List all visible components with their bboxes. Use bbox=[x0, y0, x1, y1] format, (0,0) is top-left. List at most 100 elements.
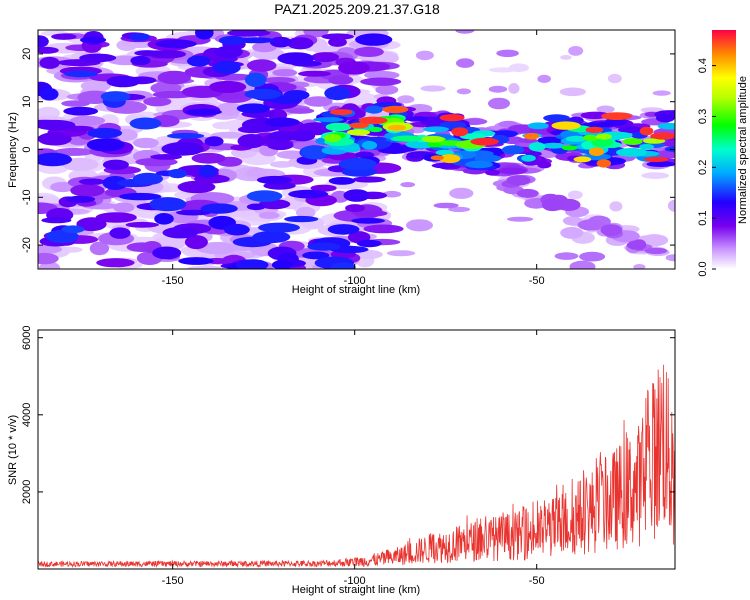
heatmap-cell bbox=[485, 169, 500, 176]
heatmap-y-axis-label: Frequency (Hz) bbox=[7, 112, 19, 188]
x-tick-label: -50 bbox=[529, 575, 545, 587]
heatmap-cell bbox=[168, 168, 187, 179]
heatmap-cell bbox=[177, 180, 216, 194]
heatmap-cell bbox=[166, 132, 205, 139]
heatmap-cell bbox=[528, 142, 546, 152]
heatmap-cell bbox=[244, 72, 267, 88]
heatmap-cell bbox=[646, 161, 675, 167]
heatmap-cell bbox=[577, 219, 605, 231]
heatmap-cell bbox=[601, 112, 633, 120]
heatmap-cell bbox=[382, 190, 402, 198]
heatmap-cell bbox=[64, 70, 98, 78]
snr-frame bbox=[37, 329, 676, 570]
heatmap-cell bbox=[63, 106, 99, 116]
heatmap-cell bbox=[246, 203, 266, 211]
heatmap-cell bbox=[397, 95, 415, 104]
heatmap-cell bbox=[61, 100, 90, 107]
snr-y-axis: 2000 4000 6000 bbox=[21, 325, 675, 504]
heatmap-cell bbox=[363, 224, 404, 234]
heatmap-cell bbox=[591, 137, 614, 148]
heatmap-cell bbox=[400, 182, 416, 188]
heatmap-cell bbox=[449, 187, 474, 199]
heatmap-cell bbox=[656, 113, 675, 123]
heatmap-cell bbox=[506, 216, 534, 222]
heatmap-cell bbox=[289, 130, 316, 142]
heatmap-cell bbox=[420, 85, 446, 92]
heatmap-x-axis: -150 -100 -50 bbox=[162, 30, 545, 287]
heatmap-cell bbox=[501, 145, 525, 155]
heatmap-cell bbox=[277, 52, 315, 65]
heatmap-cell bbox=[89, 241, 110, 256]
heatmap-cell bbox=[421, 135, 445, 143]
heatmap-cell bbox=[439, 114, 465, 122]
heatmap-cell bbox=[38, 244, 63, 255]
heatmap-cell bbox=[96, 258, 135, 268]
heatmap-cell bbox=[252, 42, 277, 53]
heatmap-cell bbox=[667, 199, 675, 212]
heatmap-cell bbox=[665, 254, 675, 262]
heatmap-cell bbox=[562, 216, 583, 226]
colorbar-tick-label: 0.4 bbox=[697, 58, 709, 73]
heatmap-cell bbox=[286, 37, 314, 50]
heatmap-cell bbox=[633, 264, 646, 269]
heatmap-cell bbox=[65, 195, 96, 203]
heatmap-cell bbox=[70, 115, 106, 126]
heatmap-cell bbox=[640, 107, 664, 113]
colorbar-tick-label: 0.2 bbox=[697, 160, 709, 175]
snr-y-axis-label: SNR (10 * v/v) bbox=[7, 415, 19, 485]
heatmap-cell bbox=[365, 105, 383, 114]
heatmap-cell bbox=[227, 30, 271, 37]
heatmap-cell bbox=[508, 63, 529, 72]
heatmap-cell bbox=[218, 35, 246, 46]
heatmap-cell bbox=[38, 195, 60, 205]
colorbar: 0.0 0.1 0.2 0.3 0.4 Normalized spectral ampl… bbox=[697, 30, 749, 277]
heatmap-cell bbox=[38, 152, 72, 167]
heatmap-cell bbox=[325, 122, 352, 132]
heatmap-cell bbox=[560, 227, 584, 239]
heatmap-cell bbox=[328, 37, 347, 47]
heatmap-cell bbox=[541, 198, 564, 212]
heatmap-cell bbox=[198, 164, 217, 178]
heatmap-cell bbox=[352, 176, 386, 183]
heatmap-cell bbox=[386, 250, 416, 257]
heatmap-cell bbox=[162, 227, 199, 239]
heatmap-cell bbox=[70, 184, 105, 197]
snr-background bbox=[38, 330, 675, 569]
heatmap-cell bbox=[212, 121, 235, 130]
heatmap-cell bbox=[288, 189, 329, 199]
heatmap-cell bbox=[537, 161, 552, 169]
colorbar-label: Normalized spectral amplitude bbox=[737, 76, 749, 224]
heatmap-cell bbox=[100, 91, 131, 102]
heatmap-cell bbox=[488, 85, 508, 93]
heatmap-cell bbox=[235, 259, 269, 269]
heatmap-cell bbox=[214, 45, 243, 59]
heatmap-cell bbox=[264, 117, 300, 127]
heatmap-cell bbox=[596, 159, 611, 168]
heatmap-cell bbox=[109, 227, 131, 239]
heatmap-cell bbox=[185, 108, 222, 116]
heatmap-cell bbox=[313, 117, 344, 123]
heatmap-cell bbox=[351, 217, 385, 224]
heatmap-cell bbox=[327, 224, 360, 235]
heatmap-cell bbox=[176, 209, 211, 216]
heatmap-cell bbox=[541, 142, 566, 149]
heatmap-cell bbox=[237, 134, 266, 149]
x-tick-label: -150 bbox=[162, 575, 184, 587]
heatmap-cell bbox=[338, 157, 377, 171]
heatmap-cell bbox=[451, 127, 469, 137]
snr-series-line bbox=[38, 364, 675, 569]
heatmap-cell bbox=[186, 265, 226, 269]
heatmap-cell bbox=[639, 143, 655, 150]
heatmap-cell bbox=[392, 135, 423, 142]
heatmap-cell bbox=[644, 247, 668, 255]
heatmap-cell bbox=[356, 239, 382, 248]
heatmap-cell bbox=[38, 252, 59, 265]
heatmap-cell bbox=[644, 156, 669, 163]
heatmap-cell bbox=[269, 36, 292, 48]
heatmap-cell bbox=[368, 126, 383, 133]
heatmap-cell bbox=[184, 235, 208, 250]
heatmap-cell bbox=[191, 152, 226, 164]
heatmap-cell bbox=[433, 202, 459, 209]
heatmap-cell bbox=[579, 251, 606, 262]
